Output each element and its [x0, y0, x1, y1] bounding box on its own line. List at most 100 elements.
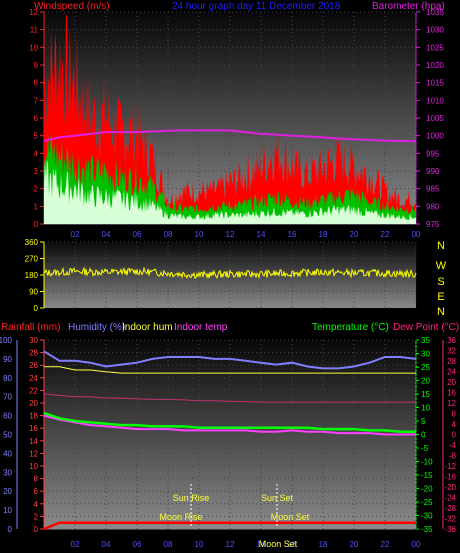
wind-x-tick-label: 00	[412, 230, 421, 239]
wind-y-tick-label: 0	[34, 220, 39, 229]
moon-set-label: Moon Set	[271, 512, 310, 522]
humidity-y-tick-label: 30	[3, 468, 12, 477]
wind-y-tick-label: 1	[34, 202, 39, 211]
wind-y-tick-label: 9	[34, 61, 39, 70]
dew-y-tick-label: -4	[449, 441, 457, 450]
dew-y-tick-label: -32	[444, 515, 456, 524]
rain-y-tick-label: 14	[29, 437, 38, 446]
rain-y-tick-label: 20	[29, 399, 38, 408]
wind-x-tick-label: 08	[164, 230, 173, 239]
humidity-y-tick-label: 60	[3, 412, 12, 421]
temp-x-tick-label: 16	[288, 540, 297, 549]
temperature-axis-label: Temperature (°C)	[312, 322, 389, 333]
humidity-line	[43, 350, 417, 370]
temp-y-tick-label: -10	[421, 458, 433, 467]
temp-x-tick-label: 14	[257, 540, 266, 549]
dew-y-tick-label: -24	[444, 494, 456, 503]
baro-y-tick-label: 1000	[426, 132, 444, 141]
barometer-line	[43, 129, 417, 143]
wind-y-tick-label: 12	[29, 8, 38, 17]
temp-y-tick-label: -25	[421, 498, 433, 507]
humidity-y-tick-label: 40	[3, 449, 12, 458]
wind-average-area	[44, 158, 416, 224]
sun-rise-label: Sun Rise	[173, 493, 210, 503]
direction-y-tick-label: 180	[25, 271, 39, 280]
rainfall-line	[43, 521, 416, 531]
rain-y-tick-label: 8	[34, 475, 39, 484]
temp-x-tick-label: 02	[71, 540, 80, 549]
baro-y-tick-label: 1015	[426, 79, 444, 88]
temp-x-tick-label: 08	[164, 540, 173, 549]
direction-series	[43, 266, 417, 280]
temp-grid	[16, 339, 444, 530]
wind-series	[43, 14, 417, 225]
temp-y-tick-label: -15	[421, 471, 433, 480]
dew-y-tick-label: 20	[447, 378, 456, 387]
dew-y-tick-label: 24	[447, 368, 456, 377]
temp-series	[43, 350, 417, 531]
tick-labels: 0123456789101112975980985990995100010051…	[0, 8, 457, 549]
baro-y-tick-label: 1005	[426, 114, 444, 123]
graph-title: 24 hour graph day 11 December 2018	[172, 1, 341, 12]
wind-x-tick-label: 14	[257, 230, 266, 239]
direction-y-tick-label: 0	[34, 304, 39, 313]
temp-y-tick-label: 30	[421, 350, 430, 359]
compass-e: E	[437, 291, 444, 303]
rain-y-tick-label: 28	[29, 349, 38, 358]
humidity-y-tick-label: 70	[3, 393, 12, 402]
dew-y-tick-label: 36	[447, 336, 456, 345]
wind-x-tick-label: 16	[288, 230, 297, 239]
temp-y-tick-label: -35	[421, 525, 433, 534]
wind-x-tick-label: 04	[102, 230, 111, 239]
temp-x-tick-label: 00	[412, 540, 421, 549]
dew-y-tick-label: -20	[444, 483, 456, 492]
wind-x-tick-label: 20	[350, 230, 359, 239]
dew-y-tick-label: 0	[452, 431, 457, 440]
baro-y-tick-label: 1025	[426, 43, 444, 52]
indoor-hum-axis-label: Indoor hum	[122, 322, 173, 333]
temp-x-tick-label: 04	[102, 540, 111, 549]
baro-y-tick-label: 1030	[426, 26, 444, 35]
dew-y-tick-label: -8	[449, 452, 457, 461]
dew-y-tick-label: -36	[444, 525, 456, 534]
baro-y-tick-label: 995	[426, 149, 440, 158]
temp-x-tick-label: 22	[381, 540, 390, 549]
humidity-y-tick-label: 10	[3, 506, 12, 515]
humidity-y-tick-label: 0	[8, 525, 13, 534]
compass-s: S	[437, 276, 444, 288]
baro-y-tick-label: 1020	[426, 61, 444, 70]
temp-y-tick-label: 10	[421, 404, 430, 413]
temp-x-tick-label: 10	[195, 540, 204, 549]
rain-y-tick-label: 22	[29, 386, 38, 395]
rainfall-axis-label: Rainfall (mm)	[1, 322, 60, 333]
wind-y-tick-label: 3	[34, 167, 39, 176]
sun-set-label: Sun Set	[261, 493, 294, 503]
dew-y-tick-label: 4	[452, 420, 457, 429]
wind-y-tick-label: 2	[34, 185, 39, 194]
wind-y-tick-label: 11	[30, 26, 39, 35]
moon-set-axis-label: Moon Set	[259, 539, 298, 549]
humidity-y-tick-label: 100	[0, 336, 13, 345]
temp-y-tick-label: 0	[421, 431, 426, 440]
wind-y-tick-label: 5	[34, 132, 39, 141]
rain-y-tick-label: 30	[29, 336, 38, 345]
wind-x-tick-label: 12	[226, 230, 235, 239]
baro-y-tick-label: 980	[426, 202, 440, 211]
indoor-temp-line	[43, 393, 416, 403]
dew-point-line	[43, 414, 416, 436]
dew-y-tick-label: 12	[447, 399, 456, 408]
dew-y-tick-label: -28	[444, 504, 456, 513]
dew-y-tick-label: 8	[452, 410, 457, 419]
dew-y-tick-label: 16	[447, 389, 456, 398]
temp-x-tick-label: 20	[350, 540, 359, 549]
rain-y-tick-label: 6	[34, 487, 39, 496]
rain-y-tick-label: 4	[34, 500, 39, 509]
temp-y-tick-label: -5	[421, 444, 429, 453]
wind-y-tick-label: 10	[29, 43, 38, 52]
wind-gust-area	[44, 14, 416, 225]
dew-y-tick-label: 28	[447, 357, 456, 366]
wind-x-tick-label: 22	[381, 230, 390, 239]
wind-y-tick-label: 7	[34, 96, 39, 105]
temp-y-tick-label: 35	[421, 336, 430, 345]
